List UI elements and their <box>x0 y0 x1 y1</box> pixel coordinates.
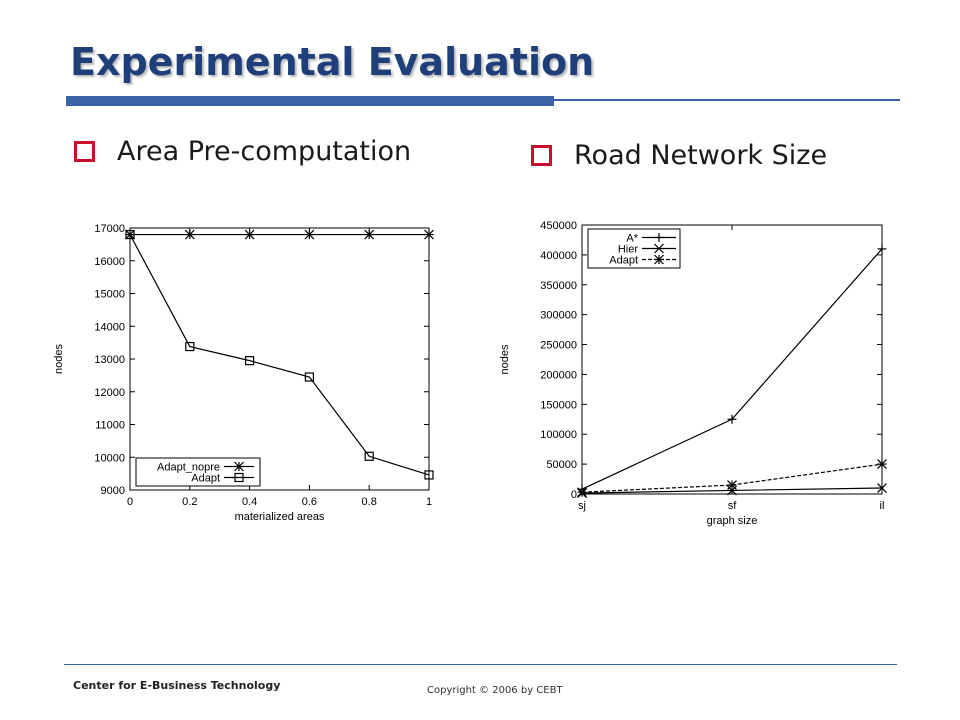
legend-label: Hier <box>618 244 639 256</box>
data-point <box>304 372 314 382</box>
y-tick-label: 9000 <box>101 485 125 497</box>
title-accent-line <box>554 99 900 101</box>
data-point <box>877 459 887 470</box>
y-tick-label: 450000 <box>540 220 577 232</box>
y-tick-label: 250000 <box>540 340 577 352</box>
data-point <box>244 229 255 240</box>
x-tick-label: 0 <box>127 496 133 508</box>
y-axis-label: nodes <box>499 344 511 374</box>
legend-marker <box>234 472 244 483</box>
x-tick-label: sj <box>578 500 586 512</box>
bullet-text: Road Network Size <box>574 140 828 171</box>
x-tick-label: sf <box>728 500 738 512</box>
x-tick-label: 0.2 <box>182 496 197 508</box>
legend-marker <box>654 243 664 254</box>
footer-copyright: Copyright © 2006 by CEBT <box>427 685 563 696</box>
footer-divider <box>64 664 897 665</box>
legend-marker <box>234 461 244 472</box>
data-point <box>577 487 587 498</box>
y-tick-label: 50000 <box>546 459 577 471</box>
square-bullet-icon <box>531 145 552 166</box>
data-point <box>364 451 374 461</box>
data-point <box>304 229 315 240</box>
data-point <box>364 229 375 240</box>
x-tick-label: 0.4 <box>242 496 257 508</box>
y-tick-label: 12000 <box>94 387 125 399</box>
y-tick-label: 10000 <box>94 452 125 464</box>
legend-label: Adapt <box>191 473 220 485</box>
bullet-road-network-size: Road Network Size <box>531 140 827 171</box>
data-point <box>245 356 255 366</box>
square-bullet-icon <box>74 141 95 162</box>
legend-marker <box>654 254 664 265</box>
footer-organization: Center for E-Business Technology <box>73 679 281 692</box>
series-line-adapt <box>129 234 430 476</box>
plot-frame <box>129 227 430 491</box>
y-tick-label: 15000 <box>94 289 125 301</box>
data-point <box>727 414 737 424</box>
y-axis-label: nodes <box>53 344 65 374</box>
x-axis-label: materialized areas <box>235 511 325 523</box>
legend-label: A* <box>626 233 638 245</box>
x-tick-label: il <box>880 500 885 512</box>
y-tick-label: 16000 <box>94 256 125 268</box>
chart-area-precomputation: 9000 10000 11000 12000 13000 14000 15000 16000 1… <box>53 223 434 523</box>
y-tick-label: 100000 <box>540 429 577 441</box>
legend-label: Adapt_nopre <box>157 462 220 474</box>
series-line-a- <box>581 248 883 490</box>
y-tick-label: 14000 <box>94 321 125 333</box>
data-point <box>185 341 195 352</box>
x-tick-label: 0.8 <box>362 496 377 508</box>
y-tick-label: 350000 <box>540 280 577 292</box>
slide-title: Experimental Evaluation <box>70 40 595 84</box>
data-point <box>424 470 434 480</box>
data-point <box>877 244 887 254</box>
data-point <box>877 483 887 493</box>
x-tick-label: 1 <box>426 496 432 508</box>
x-tick-label: 0.6 <box>302 496 317 508</box>
legend-label: Adapt <box>609 255 638 267</box>
bullet-text: Area Pre-computation <box>117 136 412 167</box>
y-tick-label: 11000 <box>95 420 125 432</box>
y-tick-label: 13000 <box>94 354 125 366</box>
data-point <box>184 229 195 240</box>
legend-marker <box>654 233 664 242</box>
y-tick-label: 400000 <box>540 250 577 262</box>
data-point <box>727 480 737 490</box>
y-tick-label: 0 <box>571 489 577 501</box>
chart-road-network-size: 0 50000 100000 150000 200000 250000 300000 3500… <box>499 220 887 527</box>
y-tick-label: 200000 <box>540 369 577 381</box>
y-tick-label: 150000 <box>540 399 577 411</box>
y-tick-label: 17000 <box>94 223 125 235</box>
bullet-area-precomputation: Area Pre-computation <box>74 136 411 167</box>
y-tick-label: 300000 <box>540 310 577 322</box>
title-accent-bar <box>66 96 554 106</box>
data-point <box>125 229 135 240</box>
data-point <box>424 229 434 240</box>
x-axis-label: graph size <box>707 515 758 527</box>
